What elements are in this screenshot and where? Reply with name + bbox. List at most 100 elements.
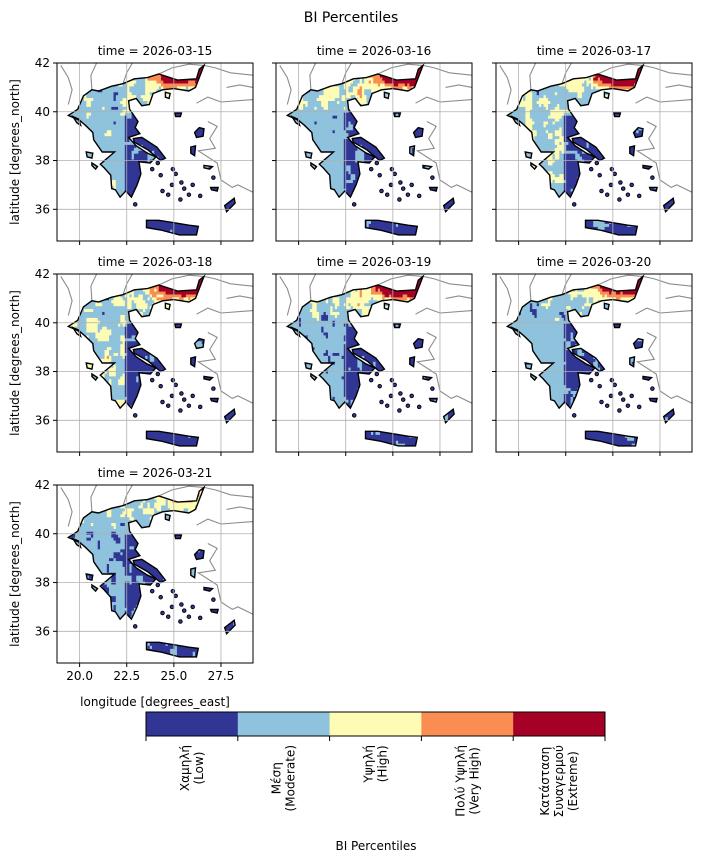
category-cell: [68, 194, 69, 199]
category-cell: [190, 212, 194, 216]
category-cell: [68, 171, 72, 175]
category-cell: [190, 71, 194, 76]
category-cell: [208, 106, 212, 111]
category-cell: [84, 139, 87, 143]
category-cell: [109, 197, 112, 202]
category-cell: [152, 200, 155, 205]
category-cell: [190, 218, 194, 222]
category-cell: [249, 139, 252, 143]
category-cell: [192, 139, 196, 143]
category-cell: [102, 121, 106, 126]
category-cell: [238, 209, 241, 213]
category-cell: [93, 106, 97, 111]
category-cell: [204, 150, 207, 155]
category-cell: [179, 121, 182, 126]
category-cell: [226, 162, 230, 167]
category-cell: [81, 226, 85, 231]
category-cell: [95, 68, 99, 73]
category-cell: [129, 156, 133, 161]
category-cell: [224, 104, 228, 108]
category-cell: [183, 177, 187, 181]
category-cell: [231, 174, 234, 178]
category-cell: [115, 223, 119, 228]
category-cell: [79, 215, 83, 219]
category-cell: [242, 163, 245, 167]
category-cell: [183, 203, 187, 207]
category-cell: [228, 191, 232, 196]
category-cell: [228, 165, 232, 169]
category-cell: [165, 209, 169, 213]
category-cell: [199, 133, 203, 137]
category-cell: [233, 133, 236, 137]
category-cell: [149, 174, 153, 178]
category-cell: [93, 136, 97, 140]
category-cell: [64, 133, 67, 137]
category-cell: [165, 115, 169, 120]
category-cell: [81, 165, 85, 169]
category-cell: [95, 221, 99, 225]
category-cell: [185, 139, 189, 143]
category-cell: [208, 104, 212, 108]
category-cell: [247, 192, 250, 196]
category-cell: [197, 197, 201, 202]
category-cell: [79, 112, 83, 117]
category-cell: [190, 115, 194, 120]
category-cell: [238, 227, 241, 231]
category-cell: [149, 92, 153, 96]
category-cell: [68, 127, 72, 131]
category-cell: [59, 198, 62, 202]
category-cell: [179, 127, 182, 131]
category-cell: [111, 162, 115, 167]
category-cell: [181, 191, 185, 196]
category-cell: [72, 83, 76, 88]
category-cell: [245, 192, 248, 196]
category-cell: [75, 174, 78, 178]
category-cell: [131, 89, 135, 93]
category-cell: [104, 191, 108, 196]
category-cell: [226, 156, 230, 161]
category-cell: [228, 171, 232, 175]
category-cell: [236, 95, 239, 99]
category-cell: [104, 68, 108, 73]
category-cell: [68, 209, 72, 213]
category-cell: [129, 171, 133, 175]
category-cell: [183, 106, 187, 111]
category-cell: [140, 159, 144, 164]
category-cell: [240, 224, 243, 228]
category-cell: [81, 229, 85, 234]
category-cell: [208, 86, 212, 90]
category-cell: [206, 209, 210, 213]
category-cell: [142, 200, 146, 205]
category-cell: [226, 153, 230, 158]
category-cell: [195, 89, 198, 93]
category-cell: [197, 112, 201, 117]
category-cell: [228, 144, 232, 149]
category-cell: [152, 80, 155, 85]
category-cell: [247, 127, 250, 131]
category-cell: [217, 142, 221, 146]
category-cell: [122, 139, 126, 143]
category-cell: [122, 183, 126, 187]
category-cell: [86, 180, 90, 184]
category-cell: [197, 177, 201, 181]
category-cell: [100, 168, 103, 172]
category-cell: [170, 98, 173, 102]
category-cell: [188, 104, 192, 108]
category-cell: [233, 223, 236, 228]
category-cell: [64, 78, 67, 82]
category-cell: [62, 165, 65, 169]
category-cell: [192, 136, 196, 140]
category-cell: [174, 218, 178, 222]
category-cell: [127, 95, 130, 99]
category-cell: [88, 194, 92, 199]
category-cell: [88, 95, 92, 99]
category-cell: [185, 183, 189, 187]
category-cell: [163, 171, 167, 175]
category-cell: [104, 112, 108, 117]
category-cell: [75, 74, 78, 79]
category-cell: [104, 177, 108, 181]
category-cell: [129, 185, 133, 190]
category-cell: [140, 139, 144, 143]
category-cell: [68, 68, 72, 73]
category-cell: [127, 180, 130, 184]
